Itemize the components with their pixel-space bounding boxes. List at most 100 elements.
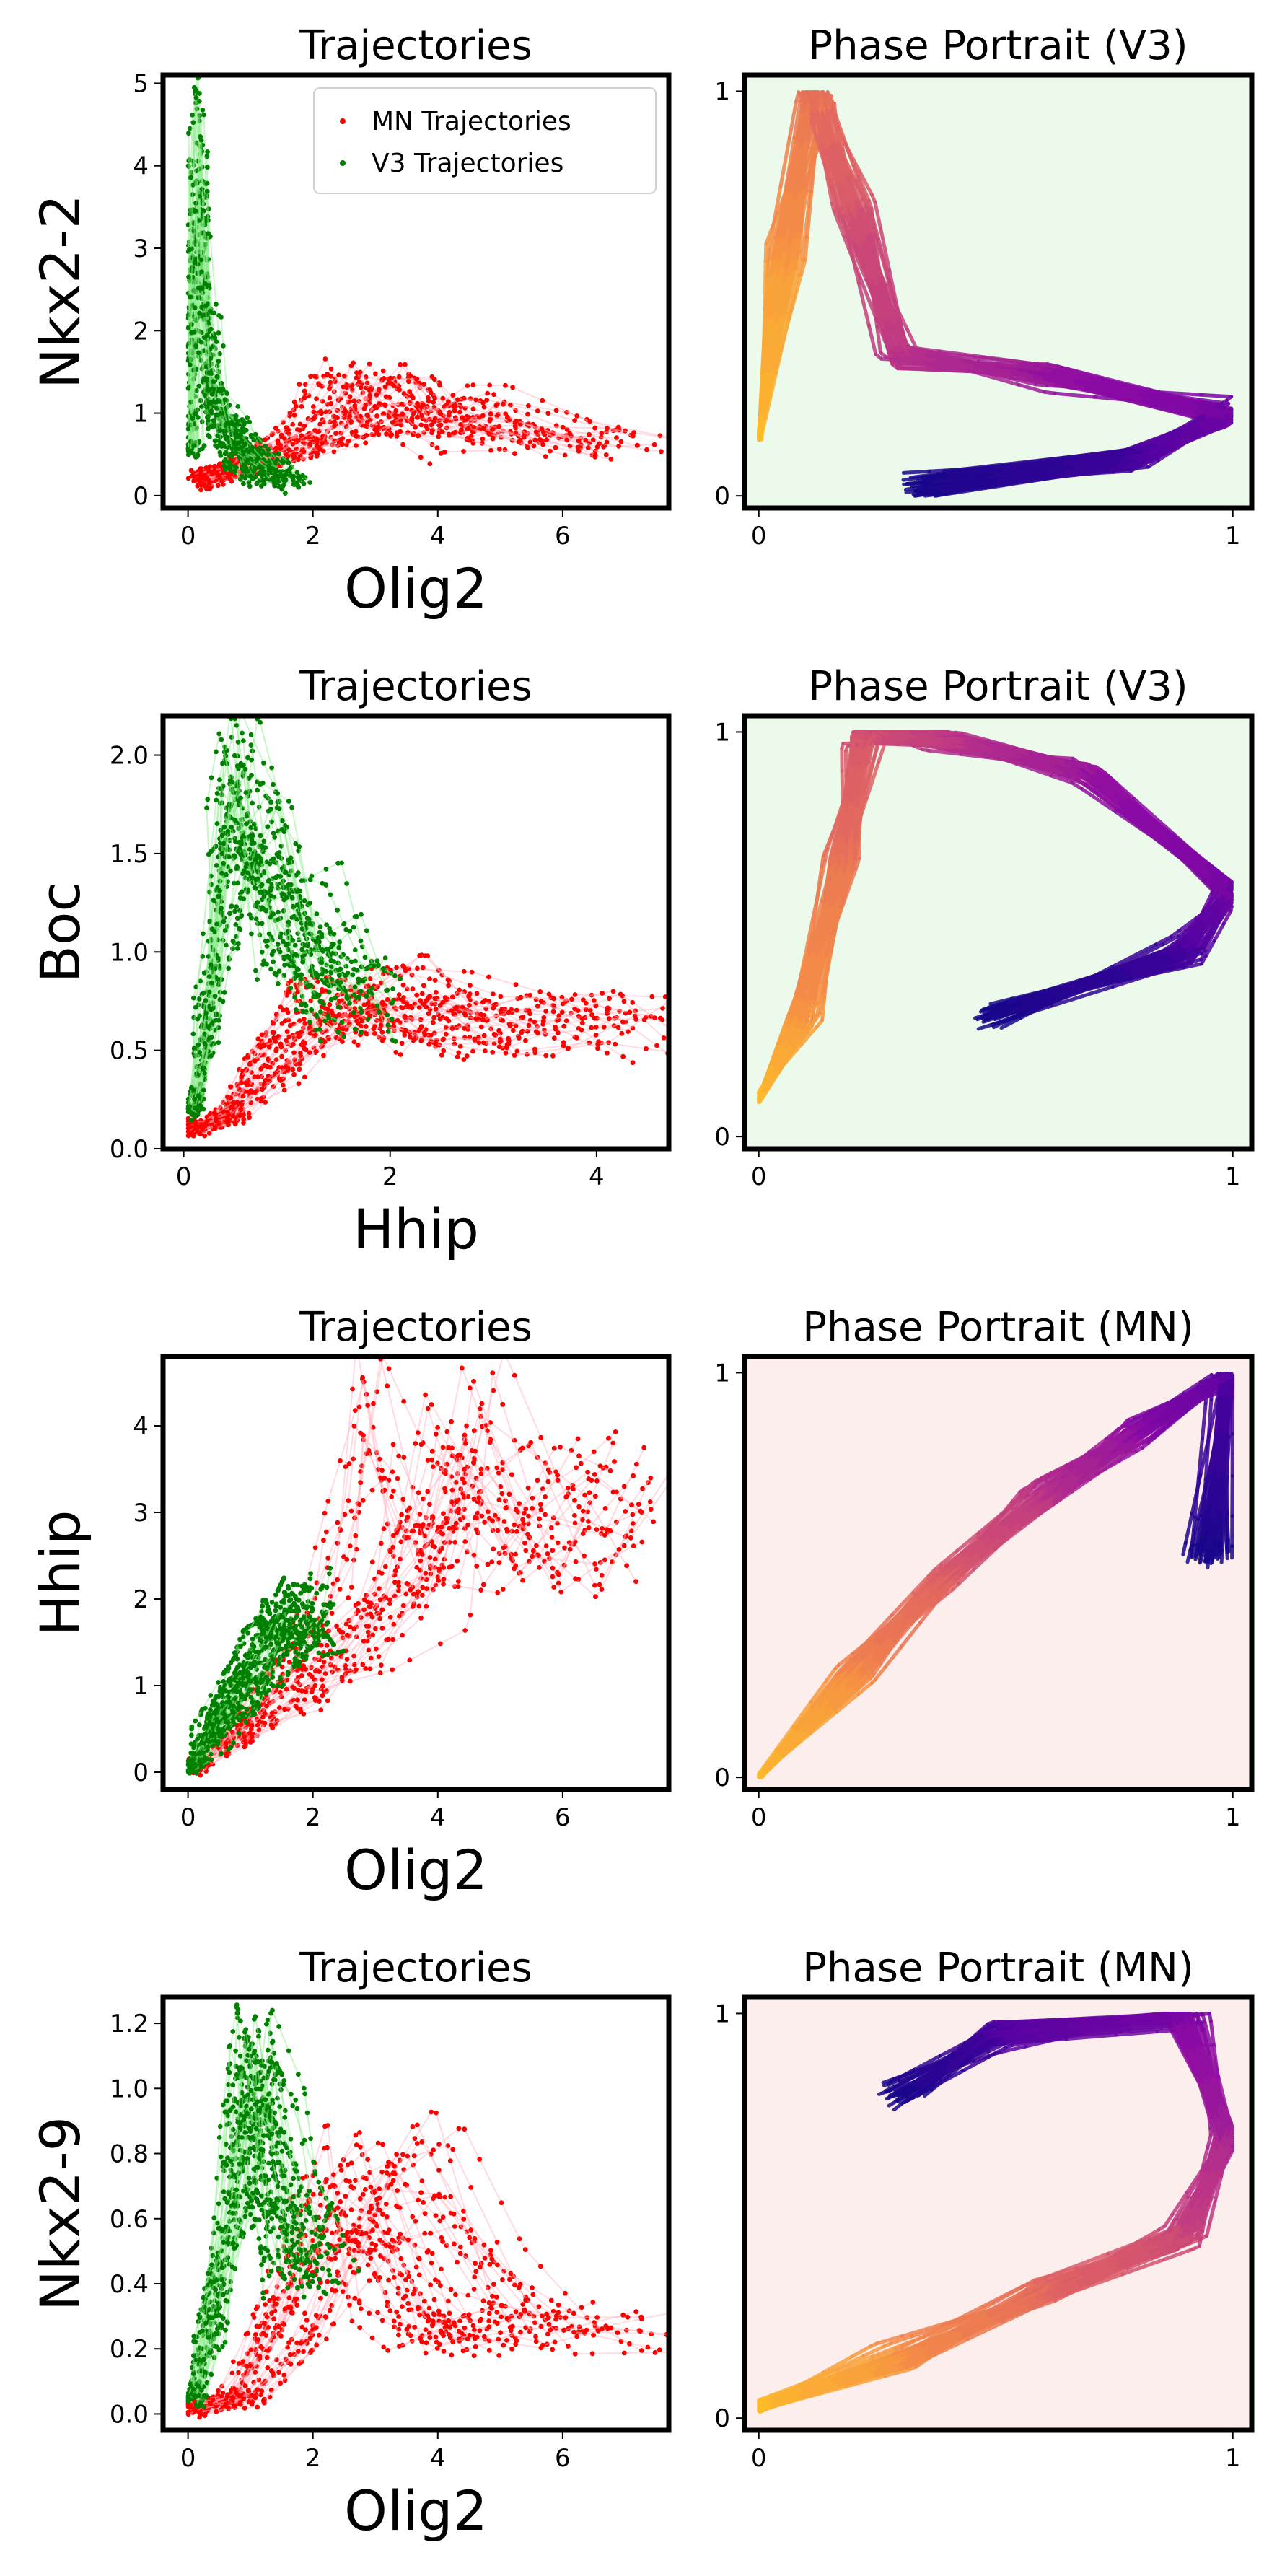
data-point bbox=[238, 1107, 244, 1112]
data-point bbox=[328, 374, 333, 379]
data-point bbox=[216, 462, 222, 468]
data-point bbox=[320, 448, 326, 454]
data-point bbox=[553, 1024, 558, 1030]
data-point bbox=[237, 440, 242, 445]
data-point bbox=[424, 998, 429, 1003]
data-point bbox=[346, 438, 351, 444]
data-point bbox=[284, 1007, 289, 1012]
data-point bbox=[431, 1015, 436, 1020]
phase-curve-segment bbox=[1084, 385, 1144, 402]
data-point bbox=[405, 418, 411, 424]
data-point bbox=[461, 395, 467, 401]
data-point bbox=[379, 1030, 385, 1035]
data-point bbox=[400, 1005, 405, 1011]
data-point bbox=[591, 998, 597, 1003]
data-point bbox=[605, 1011, 610, 1016]
data-point bbox=[315, 979, 320, 984]
phase-curve-segment bbox=[910, 355, 939, 363]
data-point bbox=[188, 294, 193, 299]
data-point bbox=[574, 413, 579, 419]
data-point bbox=[420, 965, 426, 971]
data-point bbox=[219, 478, 224, 484]
phase-curve-segment bbox=[782, 265, 789, 284]
data-point bbox=[649, 994, 655, 999]
chart-title: Trajectories bbox=[299, 663, 532, 710]
data-point bbox=[605, 1005, 610, 1011]
data-point bbox=[651, 442, 657, 447]
data-point bbox=[556, 1030, 561, 1035]
phase-curve-segment bbox=[879, 226, 892, 272]
data-point bbox=[202, 1133, 208, 1139]
phase-curve-segment bbox=[944, 469, 1003, 480]
phase-curve-segment bbox=[1106, 465, 1128, 472]
data-point bbox=[400, 982, 406, 988]
phase-curve-segment bbox=[1076, 446, 1142, 458]
phase-curve-segment bbox=[847, 239, 861, 285]
data-point bbox=[227, 476, 233, 482]
data-point bbox=[382, 402, 387, 408]
phase-curve-segment bbox=[866, 323, 878, 356]
phase-curve-segment bbox=[768, 270, 776, 317]
data-point bbox=[418, 422, 424, 428]
phase-curve-segment bbox=[875, 325, 882, 355]
phase-curve-segment bbox=[829, 108, 846, 144]
data-point bbox=[516, 439, 522, 444]
data-point bbox=[224, 391, 229, 396]
data-point bbox=[462, 1011, 468, 1016]
data-point bbox=[197, 90, 202, 96]
phase-curve-segment bbox=[841, 183, 856, 215]
x-tick-label: 0 bbox=[751, 522, 767, 551]
data-point bbox=[204, 333, 210, 338]
data-point bbox=[271, 1020, 276, 1026]
data-point bbox=[232, 468, 237, 474]
data-point bbox=[535, 408, 540, 413]
data-point bbox=[491, 392, 496, 398]
phase-curve-segment bbox=[828, 146, 846, 188]
data-point bbox=[407, 389, 413, 395]
data-point bbox=[206, 418, 211, 423]
data-point bbox=[498, 994, 504, 999]
data-point bbox=[202, 473, 208, 478]
data-point bbox=[263, 443, 268, 449]
legend-label: MN Trajectories bbox=[372, 107, 571, 136]
data-point bbox=[301, 481, 307, 486]
data-point bbox=[398, 1052, 403, 1057]
data-point bbox=[592, 425, 598, 431]
data-point bbox=[452, 408, 457, 413]
data-point bbox=[278, 1078, 284, 1083]
phase-curve-segment bbox=[1115, 458, 1138, 465]
data-point bbox=[367, 361, 372, 367]
data-point bbox=[541, 1015, 547, 1020]
data-point bbox=[421, 382, 426, 387]
phase-curve-segment bbox=[795, 104, 804, 145]
data-point bbox=[581, 997, 586, 1002]
phase-curve-segment bbox=[925, 353, 965, 363]
data-point bbox=[539, 426, 545, 431]
data-point bbox=[297, 1066, 302, 1072]
phase-curve-segment bbox=[847, 239, 869, 282]
data-point bbox=[336, 372, 341, 377]
data-point bbox=[214, 302, 219, 307]
y-tick-label: 2.0 bbox=[110, 742, 149, 771]
phase-curve-segment bbox=[859, 245, 880, 288]
phase-curve-segment bbox=[764, 315, 775, 373]
phase-curve-segment bbox=[796, 229, 802, 255]
data-point bbox=[224, 436, 229, 442]
axes-frame bbox=[742, 72, 1255, 511]
y-tick-label: 1 bbox=[714, 77, 730, 106]
data-point bbox=[627, 1009, 633, 1015]
data-point bbox=[615, 1025, 621, 1030]
data-point bbox=[231, 1114, 236, 1119]
phase-curve-segment bbox=[1148, 404, 1196, 419]
phase-curve-segment bbox=[920, 472, 949, 479]
data-point bbox=[426, 1011, 431, 1017]
data-point bbox=[294, 480, 300, 485]
phase-curve-segment bbox=[837, 214, 851, 243]
data-point bbox=[620, 1053, 626, 1059]
data-point bbox=[398, 362, 403, 367]
data-point bbox=[472, 1036, 478, 1042]
data-point bbox=[569, 996, 574, 1002]
data-point bbox=[496, 447, 502, 452]
data-point bbox=[195, 483, 201, 489]
data-point bbox=[364, 419, 370, 425]
